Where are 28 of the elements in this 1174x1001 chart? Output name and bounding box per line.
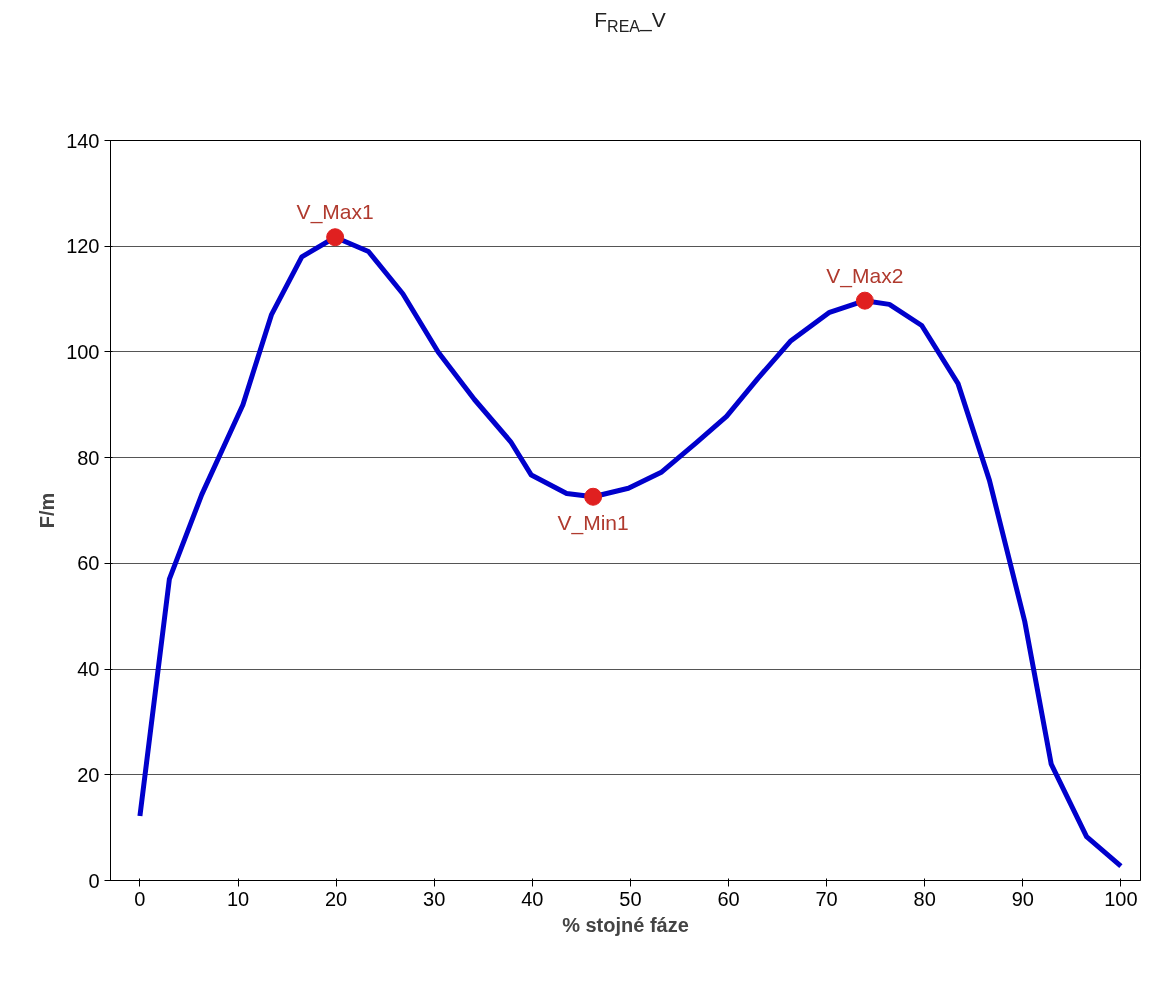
x-tick-label: 80 [913,887,936,910]
x-tick-label: 70 [815,887,838,910]
x-tick-label: 20 [325,887,348,910]
point [584,487,603,506]
annotation: V_Min1 [557,510,629,535]
y-tick-label: 60 [77,552,100,575]
chart-title: F$_{REA}$_V [593,7,667,38]
y-tick-label: 100 [66,340,100,363]
x-tick-label: 10 [226,887,250,910]
x-axis-title: % stojné fáze [562,913,689,936]
x-tick-label: 40 [521,887,544,910]
point [326,228,345,247]
x-tick-label: 90 [1011,887,1034,910]
y-axis-title: F/m [36,492,59,529]
y-tick-label: 20 [77,763,100,786]
x-tick-label: 60 [717,887,740,910]
x-tick-label: 100 [1104,887,1138,910]
y-tick-label: 80 [77,446,100,469]
x-tick-label: 50 [619,887,642,910]
x-tick-label: 0 [134,887,146,910]
y-tick-label: 120 [66,235,100,258]
y-tick-label: 140 [66,129,100,152]
y-tick-label: 0 [88,869,100,892]
annotation: V_Max1 [296,200,374,225]
annotation: V_Max2 [826,263,904,288]
point [855,291,874,310]
x-tick-label: 30 [423,887,446,910]
y-tick-label: 40 [77,658,100,681]
